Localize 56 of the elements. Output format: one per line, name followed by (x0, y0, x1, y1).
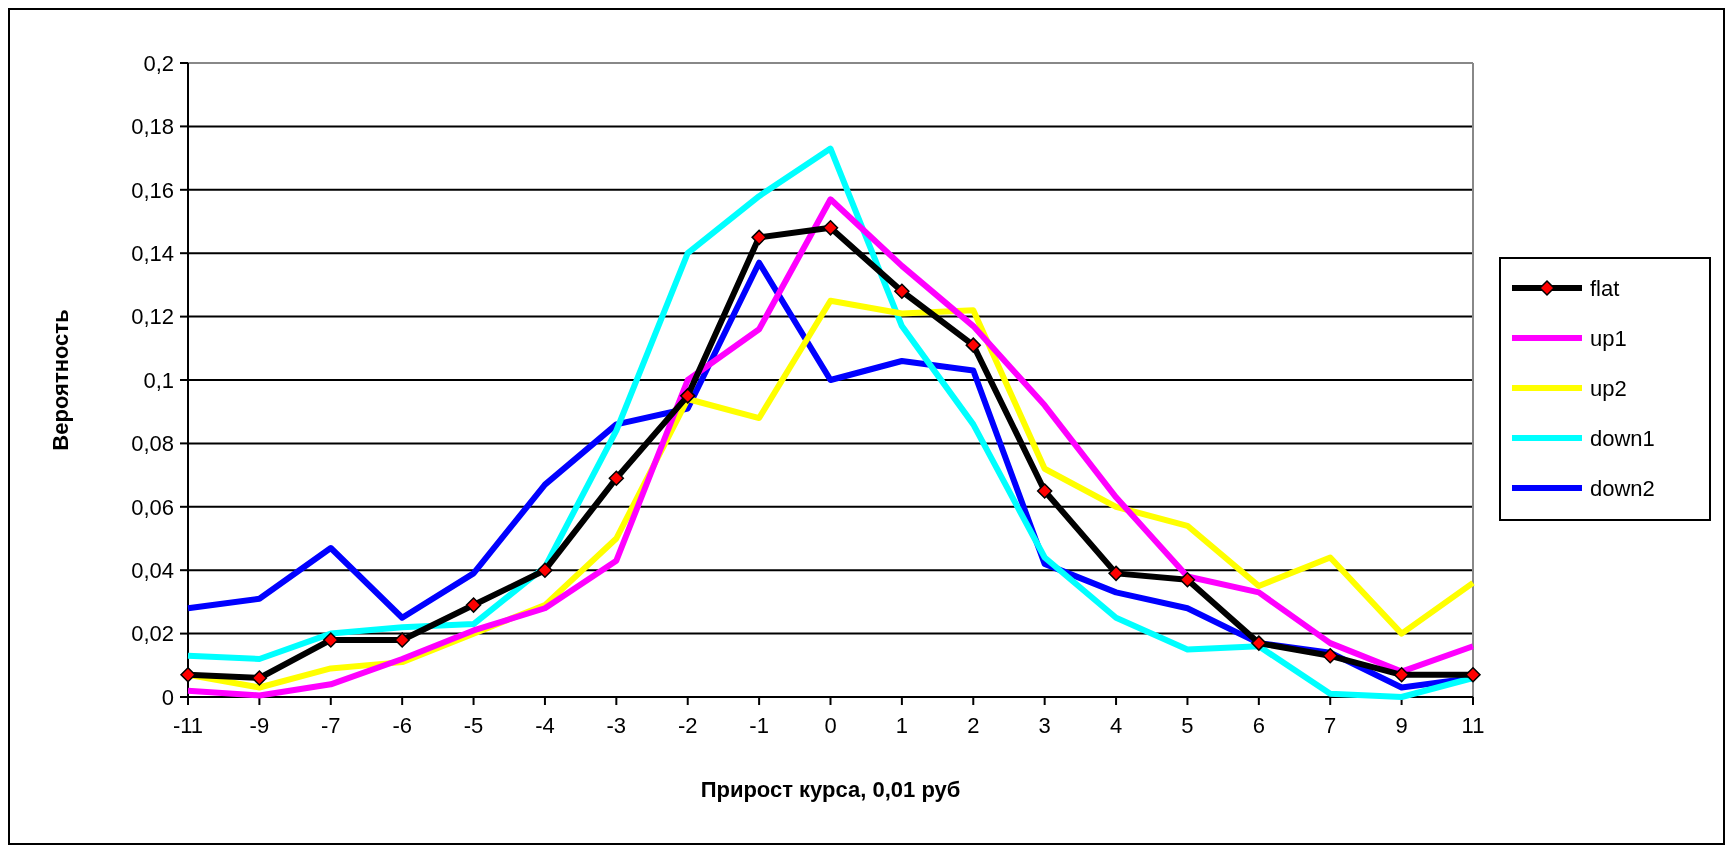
point (1179, 571, 1196, 588)
legend-label: up2 (1590, 375, 1627, 401)
x-tick-label: 0 (824, 713, 837, 738)
x-tick-label: 7 (1324, 713, 1337, 738)
x-tick-label: -7 (321, 713, 341, 738)
point (465, 597, 482, 613)
x-tick-label: 5 (1181, 713, 1194, 738)
y-tick-label: 0,08 (131, 431, 174, 457)
y-tick-label: 0 (161, 684, 174, 710)
x-tick-label: -4 (535, 713, 555, 738)
x-tick-label: -3 (606, 713, 627, 738)
x-tick-label: -5 (463, 713, 484, 738)
x-tick-label: 4 (1109, 713, 1123, 738)
point (608, 470, 625, 487)
point (251, 670, 268, 686)
x-tick-label: 2 (967, 713, 980, 738)
point (751, 229, 767, 246)
y-tick-label: 0,02 (131, 621, 174, 647)
x-tick-label: -9 (249, 713, 270, 738)
y-tick-label: 0,18 (131, 114, 174, 140)
point (1465, 667, 1481, 683)
y-tick-label: 0,12 (131, 304, 174, 330)
y-tick-label: 0,14 (131, 240, 174, 266)
point (1251, 635, 1267, 651)
x-axis-title: Прирост курса, 0,01 руб (700, 777, 961, 802)
y-tick-label: 0,2 (143, 50, 174, 76)
point (965, 337, 982, 353)
point (1108, 565, 1124, 582)
point (323, 632, 339, 648)
point (1393, 667, 1410, 683)
x-tick-label: 1 (895, 713, 909, 738)
x-tick-label: -2 (677, 713, 698, 738)
y-axis-title: Вероятность (48, 309, 73, 451)
legend-label: down1 (1590, 425, 1655, 451)
point (822, 220, 839, 236)
point (1036, 483, 1053, 499)
point (180, 667, 196, 683)
legend-label: down2 (1590, 475, 1655, 501)
legend-label: up1 (1590, 325, 1627, 351)
x-tick-label: 3 (1038, 713, 1051, 738)
point (679, 388, 696, 404)
y-tick-label: 0,16 (131, 177, 174, 203)
point (394, 632, 410, 648)
y-tick-label: 0,04 (131, 557, 174, 583)
legend-label: flat (1590, 275, 1620, 301)
point (894, 283, 910, 299)
x-tick-label: -6 (392, 713, 412, 738)
y-tick-label: 0,1 (143, 367, 174, 393)
x-tick-label: 11 (1461, 713, 1485, 738)
x-tick-label: -1 (749, 713, 769, 738)
x-tick-label: 9 (1395, 713, 1408, 738)
point (537, 562, 553, 578)
x-tick-label: 6 (1252, 713, 1265, 738)
x-tick-label: -11 (172, 713, 204, 738)
y-tick-label: 0,06 (131, 494, 174, 520)
point (1322, 648, 1338, 664)
